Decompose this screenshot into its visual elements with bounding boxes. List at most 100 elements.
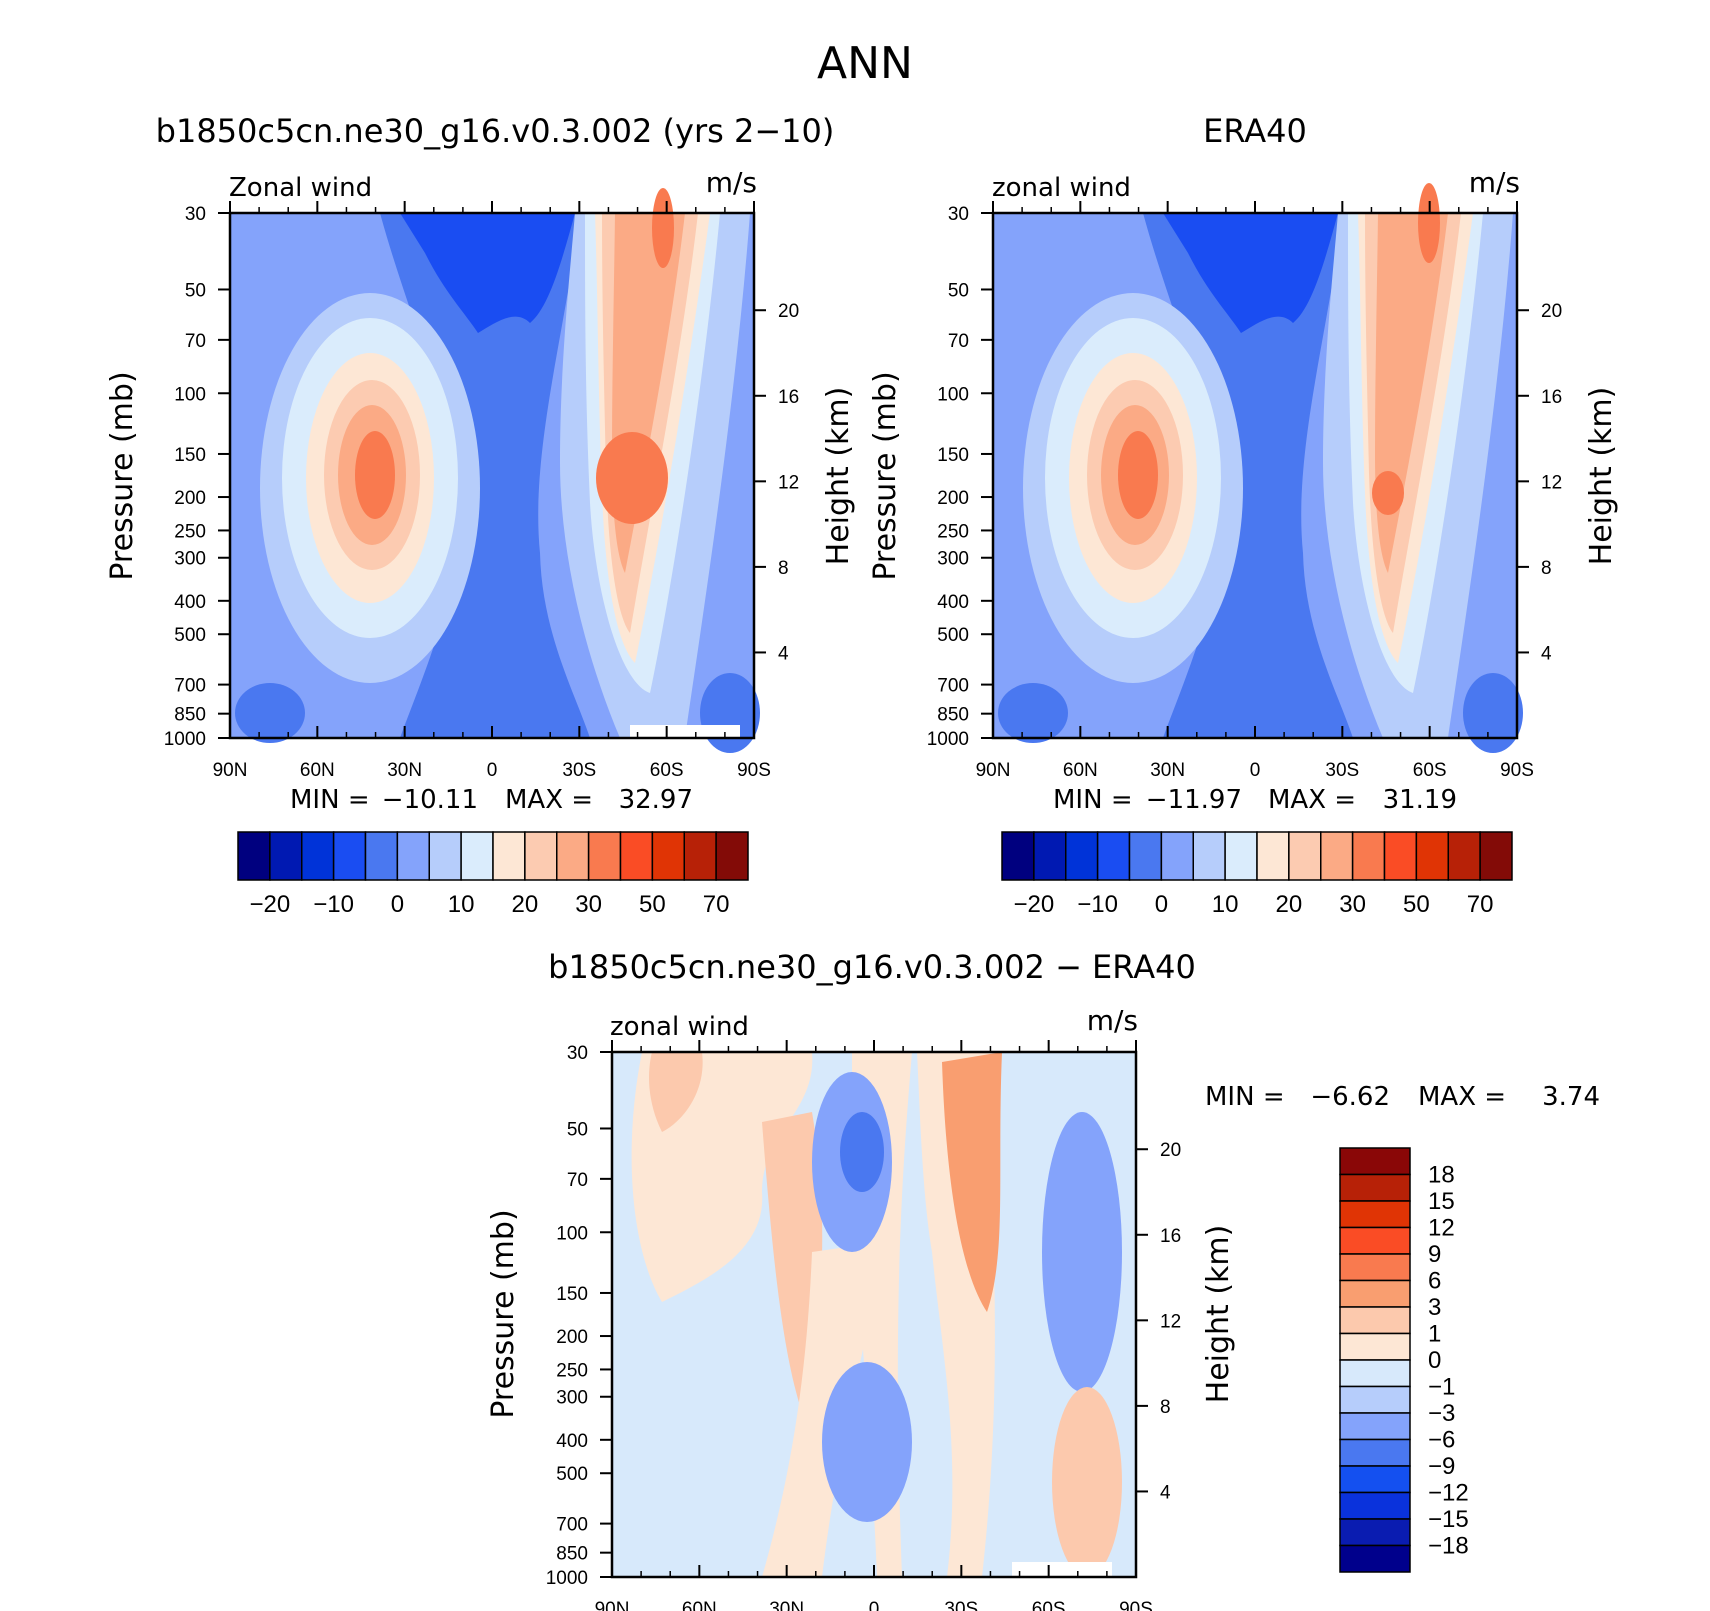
y-axis-label: Pressure (mb) xyxy=(105,371,140,580)
contour-band xyxy=(400,213,575,333)
y-tick-label: 30 xyxy=(185,204,206,225)
y-tick-label: 400 xyxy=(174,592,206,613)
colorbar-swatch xyxy=(1351,831,1386,881)
y-right-tick-label: 16 xyxy=(1541,387,1562,408)
y-tick-label: 1000 xyxy=(927,729,969,750)
y-right-tick-label: 12 xyxy=(1541,472,1562,493)
axes: 90N 60N 30N 0 30S 60S 90S 30 50 70 100 150 200 250 300… xyxy=(546,1040,1181,1611)
colorbar-label: 10 xyxy=(448,891,475,918)
colorbar-swatch xyxy=(1339,1306,1411,1335)
y-tick-label: 500 xyxy=(937,625,969,646)
colorbar-label: −6 xyxy=(1428,1427,1455,1454)
colorbar-swatch xyxy=(1447,831,1481,881)
y-right-tick-label: 20 xyxy=(1541,301,1562,322)
colorbar-label: 12 xyxy=(1428,1215,1455,1242)
y-tick-label: 250 xyxy=(556,1360,588,1381)
colorbar-label: 50 xyxy=(1403,891,1430,918)
y-tick-label: 850 xyxy=(937,705,969,726)
colorbar-swatch xyxy=(1192,831,1226,881)
min-value: −11.97 xyxy=(1146,785,1242,815)
y-tick-label: 150 xyxy=(556,1284,588,1305)
colorbar-label: 20 xyxy=(1276,891,1303,918)
contour-band xyxy=(700,673,760,753)
axes: 90N 60N 30N 0 30S 60S 90S 30 50 70 100 150 200 250 300… xyxy=(927,201,1562,781)
colorbar-swatch xyxy=(1224,831,1258,881)
colorbar-swatch xyxy=(1128,831,1163,881)
panel-title: ERA40 xyxy=(1203,112,1307,150)
contour-field xyxy=(993,183,1523,753)
colorbar-label: −10 xyxy=(313,891,354,918)
y-tick-label: 70 xyxy=(567,1170,588,1191)
units-label: m/s xyxy=(1087,1004,1138,1037)
colorbar-swatch xyxy=(1339,1173,1411,1202)
colorbar-label: 1 xyxy=(1428,1321,1441,1348)
colorbar-swatch xyxy=(1096,831,1131,881)
colorbar-label: −1 xyxy=(1428,1374,1455,1401)
colorbar-swatch xyxy=(237,831,271,881)
colorbar-label: 30 xyxy=(575,891,602,918)
contour-band xyxy=(235,683,305,743)
colorbar-swatch xyxy=(1339,1200,1411,1229)
colorbar-label: 3 xyxy=(1428,1294,1441,1321)
colorbar-label: −18 xyxy=(1428,1533,1469,1560)
colorbar-swatch xyxy=(1383,831,1418,881)
colorbar-swatch xyxy=(1339,1279,1411,1308)
jet-core xyxy=(1118,431,1158,519)
colorbar-label: 10 xyxy=(1212,891,1239,918)
x-tick-label: 0 xyxy=(869,1599,880,1611)
colorbar-label: −10 xyxy=(1077,891,1118,918)
colorbar-swatch xyxy=(1001,831,1035,881)
contour-field xyxy=(612,1052,1136,1577)
variable-label: zonal wind xyxy=(610,1012,749,1042)
y-right-tick-label: 20 xyxy=(1160,1140,1181,1161)
colorbar-swatch xyxy=(619,831,654,881)
contour-field xyxy=(230,188,760,753)
contour-band xyxy=(649,1052,703,1132)
panel-title: b1850c5cn.ne30_g16.v0.3.002 (yrs 2−10) xyxy=(156,112,835,150)
y-right-tick-label: 12 xyxy=(1160,1311,1181,1332)
colorbar-swatch xyxy=(1339,1332,1411,1361)
contour-band xyxy=(998,683,1068,743)
jet-core xyxy=(596,432,668,524)
y-tick-label: 70 xyxy=(185,331,206,352)
x-tick-label: 30S xyxy=(944,1599,978,1611)
y-right-tick-label: 8 xyxy=(778,558,789,579)
jet-core xyxy=(1418,183,1440,263)
colorbar-swatch xyxy=(1339,1465,1411,1494)
x-tick-label: 60S xyxy=(1032,1599,1066,1611)
y-right-tick-label: 4 xyxy=(1541,643,1552,664)
x-tick-label: 30N xyxy=(769,1599,804,1611)
y-axis-label: Pressure (mb) xyxy=(868,371,903,580)
x-tick-label: 30N xyxy=(1150,760,1185,781)
y-tick-label: 400 xyxy=(937,592,969,613)
y-tick-label: 850 xyxy=(556,1544,588,1565)
colorbar-swatch xyxy=(301,831,335,881)
y-tick-label: 100 xyxy=(556,1223,588,1244)
jet-core xyxy=(652,188,674,268)
x-tick-label: 90S xyxy=(737,760,771,781)
panel-difference: b1850c5cn.ne30_g16.v0.3.002 − ERA40 zona… xyxy=(486,948,1600,1611)
colorbar-swatch xyxy=(1339,1147,1411,1176)
max-label: MAX = xyxy=(1268,785,1356,815)
colorbar-swatch xyxy=(1479,831,1513,881)
colorbar-label: −12 xyxy=(1428,1480,1469,1507)
colorbar-swatch xyxy=(1256,831,1290,881)
y-tick-label: 850 xyxy=(174,705,206,726)
y-tick-label: 300 xyxy=(937,549,969,570)
colorbar-swatch xyxy=(1339,1359,1411,1388)
colorbar-swatch xyxy=(396,831,430,881)
colorbar-swatch xyxy=(587,831,622,881)
colorbar-label: 20 xyxy=(512,891,539,918)
max-label: MAX = xyxy=(1418,1082,1506,1112)
max-label: MAX = xyxy=(505,785,593,815)
figure-title: ANN xyxy=(817,38,913,89)
min-label: MIN = xyxy=(1205,1082,1285,1112)
y-tick-label: 300 xyxy=(174,549,206,570)
colorbar-label: −3 xyxy=(1428,1400,1455,1427)
colorbar-swatch xyxy=(1339,1253,1411,1282)
units-label: m/s xyxy=(1469,166,1520,199)
y-tick-label: 700 xyxy=(937,676,969,697)
colorbar-swatch xyxy=(1339,1438,1411,1467)
contour-band xyxy=(942,1052,1002,1312)
colorbar-swatch xyxy=(1339,1491,1411,1520)
